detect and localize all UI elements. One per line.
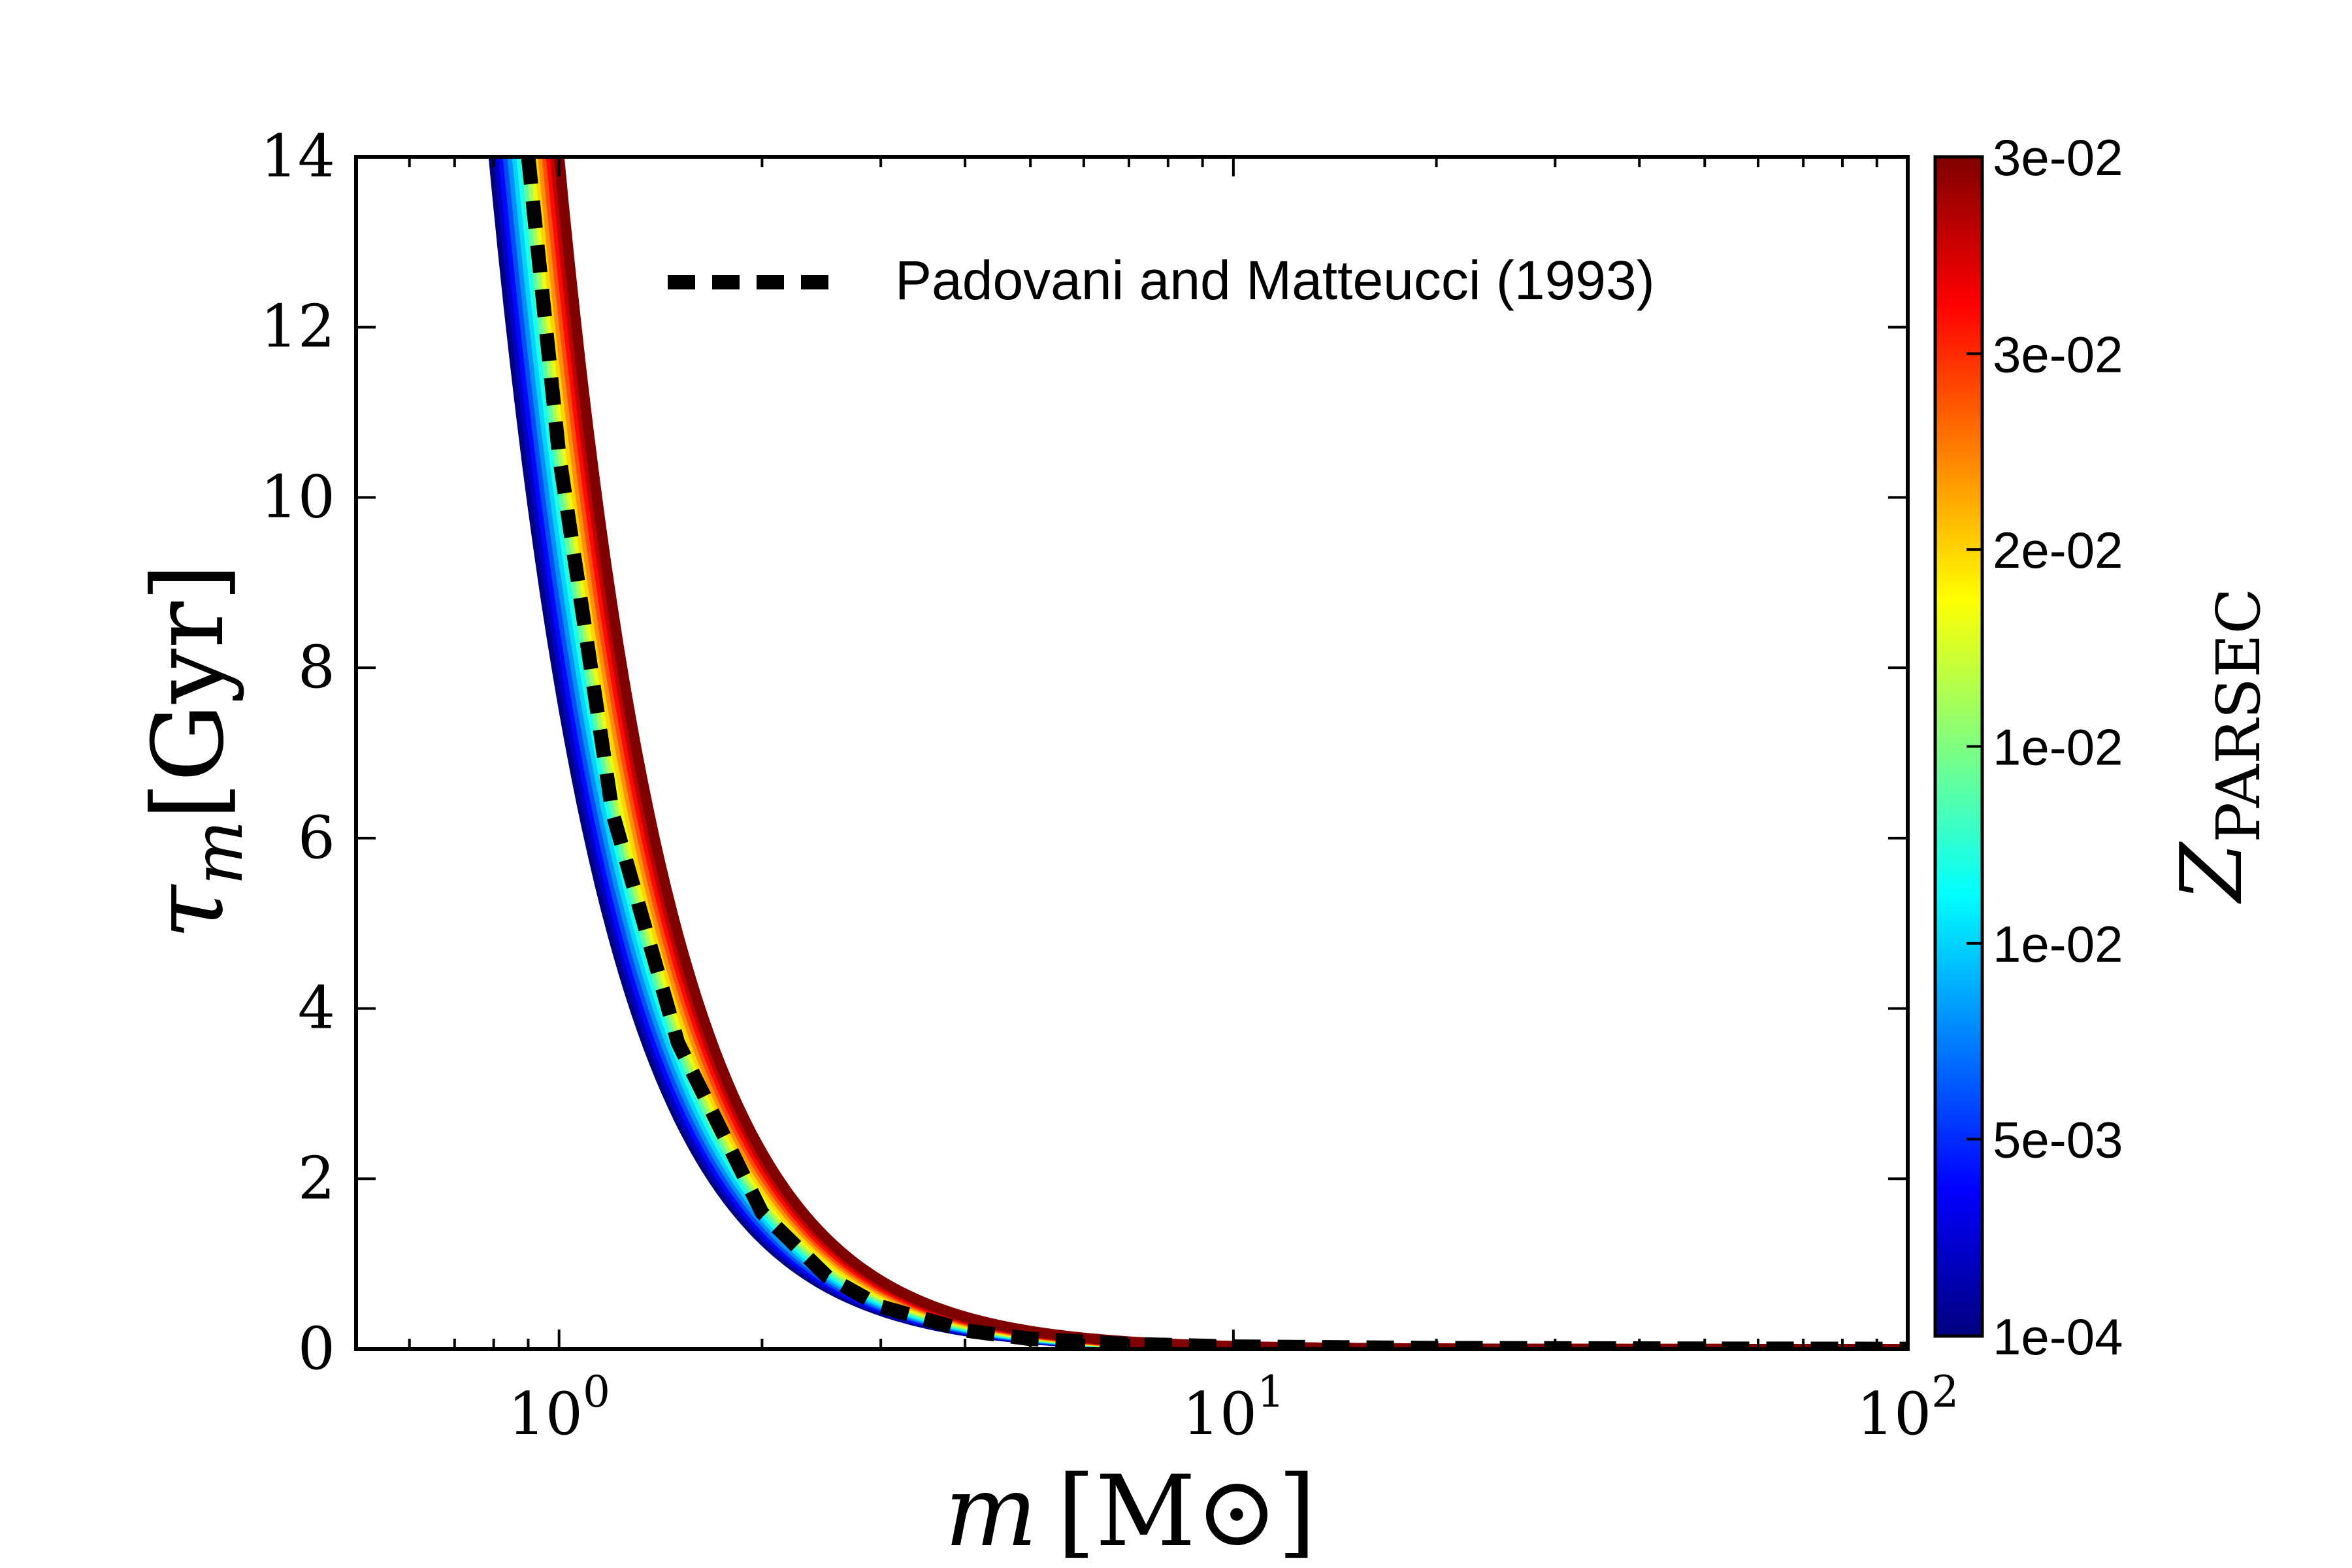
colorbar-ticks: 1e-04 5e-03 1e-02 1e-02 2e-02 3e-02 3e-02: [1967, 129, 2123, 1365]
metallicity-curve: [525, 157, 1908, 1349]
metallicity-curve: [549, 157, 1908, 1349]
colorbar-tick-label: 1e-04: [1993, 1308, 2123, 1365]
legend: Padovani and Matteucci (1993): [668, 250, 1655, 311]
colorbar-label: ZPARSEC: [2162, 588, 2274, 904]
y-tick-label: 10: [260, 463, 335, 531]
metallicity-curve: [542, 157, 1908, 1349]
x-tick-label: 102: [1857, 1367, 1959, 1448]
x-tick-label: 101: [1183, 1367, 1285, 1448]
y-tick-label: 6: [298, 804, 335, 872]
metallicity-curve: [502, 157, 1908, 1349]
metallicity-curve: [516, 157, 1908, 1349]
colorbar-tick-label: 2e-02: [1993, 521, 2123, 579]
y-tick-label: 0: [298, 1315, 335, 1383]
colorbar-tick-label: 1e-02: [1993, 915, 2123, 973]
metallicity-curve: [507, 157, 1908, 1349]
legend-label: Padovani and Matteucci (1993): [895, 250, 1655, 311]
x-tick-label: 100: [508, 1367, 610, 1448]
colorbar-tick-label: 1e-02: [1993, 719, 2123, 776]
metallicity-curve: [533, 157, 1908, 1349]
y-tick-label: 12: [260, 293, 335, 361]
reference-curve-group: [521, 157, 1908, 1349]
metallicity-curve: [488, 157, 1908, 1349]
metallicity-curve: [512, 157, 1908, 1349]
colorbar-tick-label: 5e-03: [1993, 1111, 2123, 1169]
x-axis-label: m [M⊙]: [945, 1455, 1316, 1568]
y-tick-label: 4: [298, 974, 335, 1043]
y-tick-label: 14: [260, 122, 335, 191]
plot-frame: [354, 155, 1910, 1351]
metallicity-curve: [538, 157, 1908, 1349]
reference-curve: [521, 157, 1908, 1349]
y-tick-labels: 0 2 4 6 8 10 12 14: [260, 122, 335, 1383]
colorbar-tick-label: 3e-02: [1993, 129, 2123, 186]
metallicity-curve: [529, 157, 1908, 1349]
metallicity-curve: [546, 157, 1908, 1349]
metallicity-curves: [488, 157, 1908, 1349]
metallicity-curve: [521, 157, 1908, 1349]
y-tick-label: 8: [298, 633, 335, 702]
metallicity-curve: [498, 157, 1908, 1349]
metallicity-curve: [553, 157, 1908, 1349]
metallicity-curve: [493, 157, 1908, 1349]
y-tick-label: 2: [298, 1144, 335, 1213]
y-axis-label: τm[Gyr]: [132, 563, 258, 939]
colorbar-tick-label: 3e-02: [1993, 325, 2123, 383]
x-tick-labels: 100 101 102: [508, 1367, 1959, 1448]
